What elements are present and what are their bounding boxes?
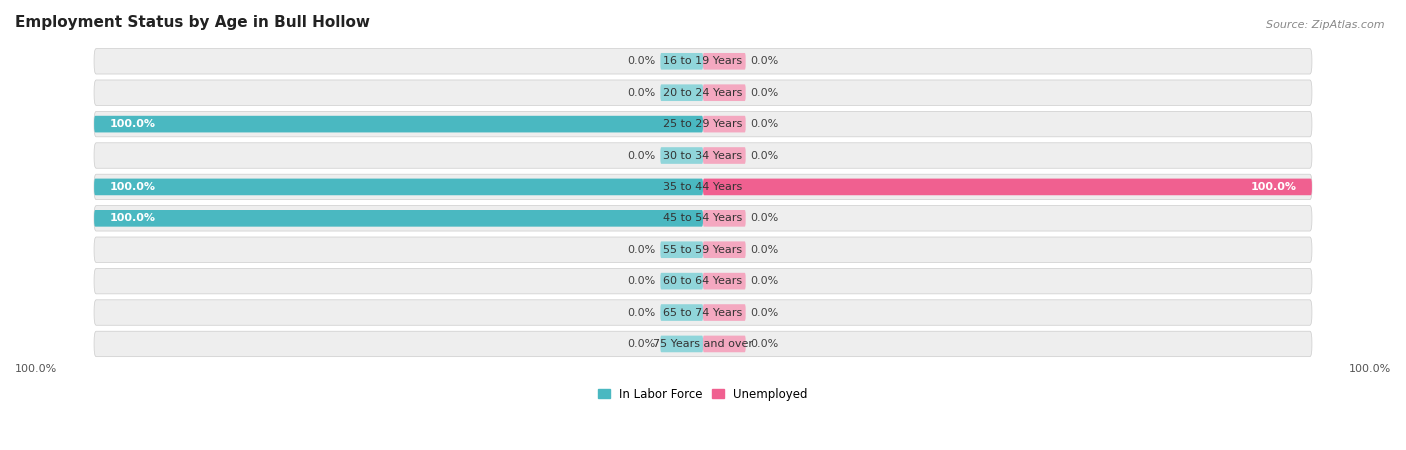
FancyBboxPatch shape [94, 80, 1312, 105]
Text: 0.0%: 0.0% [627, 339, 655, 349]
FancyBboxPatch shape [703, 53, 745, 70]
FancyBboxPatch shape [94, 179, 703, 195]
FancyBboxPatch shape [94, 300, 1312, 325]
Text: 0.0%: 0.0% [627, 56, 655, 66]
Text: 45 to 54 Years: 45 to 54 Years [664, 213, 742, 223]
FancyBboxPatch shape [94, 49, 1312, 74]
Text: 100.0%: 100.0% [1250, 182, 1296, 192]
Text: 0.0%: 0.0% [751, 119, 779, 129]
Text: 35 to 44 Years: 35 to 44 Years [664, 182, 742, 192]
Text: 0.0%: 0.0% [751, 307, 779, 318]
FancyBboxPatch shape [661, 304, 703, 321]
Text: 55 to 59 Years: 55 to 59 Years [664, 245, 742, 255]
Text: 20 to 24 Years: 20 to 24 Years [664, 88, 742, 98]
Text: 0.0%: 0.0% [751, 88, 779, 98]
Text: 100.0%: 100.0% [1348, 364, 1391, 374]
Text: 0.0%: 0.0% [627, 88, 655, 98]
FancyBboxPatch shape [703, 179, 1312, 195]
Text: 0.0%: 0.0% [751, 245, 779, 255]
FancyBboxPatch shape [94, 116, 703, 132]
Text: 65 to 74 Years: 65 to 74 Years [664, 307, 742, 318]
Text: 100.0%: 100.0% [110, 119, 156, 129]
FancyBboxPatch shape [94, 331, 1312, 357]
FancyBboxPatch shape [661, 336, 703, 352]
FancyBboxPatch shape [94, 112, 1312, 137]
FancyBboxPatch shape [94, 210, 703, 227]
FancyBboxPatch shape [94, 143, 1312, 168]
FancyBboxPatch shape [661, 241, 703, 258]
FancyBboxPatch shape [661, 53, 703, 70]
Text: 0.0%: 0.0% [627, 307, 655, 318]
FancyBboxPatch shape [94, 237, 1312, 262]
FancyBboxPatch shape [703, 116, 745, 132]
FancyBboxPatch shape [661, 273, 703, 289]
FancyBboxPatch shape [703, 273, 745, 289]
Text: 0.0%: 0.0% [751, 56, 779, 66]
Text: 25 to 29 Years: 25 to 29 Years [664, 119, 742, 129]
FancyBboxPatch shape [703, 85, 745, 101]
Text: 30 to 34 Years: 30 to 34 Years [664, 150, 742, 161]
Text: 0.0%: 0.0% [627, 150, 655, 161]
FancyBboxPatch shape [661, 147, 703, 164]
Text: 0.0%: 0.0% [627, 245, 655, 255]
Text: Source: ZipAtlas.com: Source: ZipAtlas.com [1267, 20, 1385, 30]
Text: Employment Status by Age in Bull Hollow: Employment Status by Age in Bull Hollow [15, 15, 370, 30]
Text: 16 to 19 Years: 16 to 19 Years [664, 56, 742, 66]
FancyBboxPatch shape [94, 268, 1312, 294]
FancyBboxPatch shape [94, 174, 1312, 200]
FancyBboxPatch shape [94, 206, 1312, 231]
Text: 0.0%: 0.0% [627, 276, 655, 286]
FancyBboxPatch shape [661, 85, 703, 101]
Legend: In Labor Force, Unemployed: In Labor Force, Unemployed [598, 387, 808, 400]
Text: 0.0%: 0.0% [751, 276, 779, 286]
FancyBboxPatch shape [703, 336, 745, 352]
Text: 100.0%: 100.0% [110, 213, 156, 223]
Text: 100.0%: 100.0% [110, 182, 156, 192]
FancyBboxPatch shape [703, 304, 745, 321]
Text: 0.0%: 0.0% [751, 339, 779, 349]
FancyBboxPatch shape [703, 210, 745, 227]
Text: 75 Years and over: 75 Years and over [652, 339, 754, 349]
Text: 0.0%: 0.0% [751, 150, 779, 161]
Text: 60 to 64 Years: 60 to 64 Years [664, 276, 742, 286]
Text: 100.0%: 100.0% [15, 364, 58, 374]
Text: 0.0%: 0.0% [751, 213, 779, 223]
FancyBboxPatch shape [703, 147, 745, 164]
FancyBboxPatch shape [703, 241, 745, 258]
